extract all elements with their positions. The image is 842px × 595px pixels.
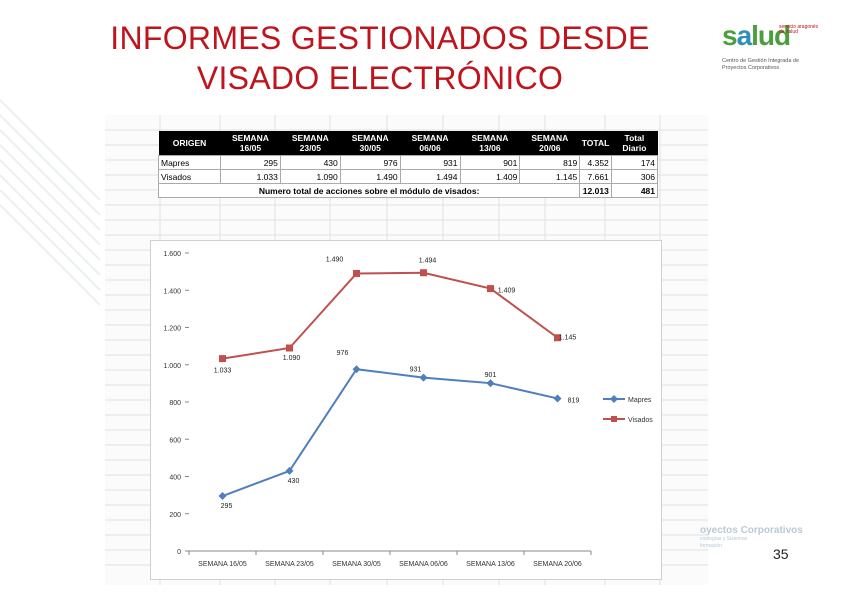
- line-chart: 0 200 400 600 800 1.000 1.200 1.400 1.600 SEMANA …: [163, 251, 653, 568]
- table-cell: 4.352: [579, 155, 612, 170]
- table-cell: 1.145: [519, 169, 581, 184]
- y-tick-label: 1.400: [163, 288, 181, 295]
- data-point-visados: [353, 269, 360, 277]
- data-point-visados: [420, 269, 427, 277]
- series-line-visados: [222, 271, 559, 360]
- col-header-week-4: SEMANA 06/06: [400, 131, 460, 156]
- table-cell: 1.090: [279, 169, 341, 184]
- salud-logo: salud servicio aragonés de salud Centro …: [722, 20, 818, 82]
- slide-title: INFORMES GESTIONADOS DESDE VISADO ELECTR…: [60, 18, 700, 98]
- data-point-visados: [286, 344, 293, 352]
- row-label: Visados: [158, 169, 221, 184]
- total-daily: 481: [610, 183, 659, 198]
- col-header-week-3: SEMANA 30/05: [340, 131, 401, 156]
- data-label-mapres: 430: [288, 478, 300, 485]
- table-cell: 819: [519, 155, 581, 170]
- slide-title-line1: INFORMES GESTIONADOS DESDE: [110, 20, 650, 56]
- summary-table: ORIGEN SEMANA 16/05 SEMANA 23/05 SEMANA …: [157, 131, 659, 198]
- y-tick-label: 400: [169, 475, 181, 482]
- data-point-mapres: [352, 365, 361, 374]
- data-point-mapres: [486, 379, 495, 388]
- table-cell: 901: [459, 155, 521, 170]
- x-tick-label: SEMANA 13/06: [466, 561, 515, 568]
- total-label: Numero total de acciones sobre el módulo…: [157, 183, 581, 198]
- col-header-origen: ORIGEN: [158, 131, 221, 156]
- col-header-week-2: SEMANA 23/05: [280, 131, 341, 156]
- data-point-visados: [219, 355, 226, 363]
- table-cell: 1.409: [459, 169, 521, 184]
- footer-logo-title: oyectos Corporativos: [700, 525, 803, 536]
- data-point-mapres: [553, 394, 562, 403]
- proyectos-corporativos-logo: oyectos Corporativos cnologías y Sistema…: [700, 525, 820, 570]
- data-point-mapres: [218, 492, 227, 501]
- data-label-visados: 1.145: [559, 335, 577, 342]
- data-point-visados: [487, 285, 494, 293]
- y-tick-label: 1.000: [163, 363, 181, 370]
- table-cell: 174: [610, 155, 659, 170]
- y-tick-label: 1.200: [163, 326, 181, 333]
- col-header-week-5: SEMANA 13/06: [460, 131, 520, 156]
- data-label-mapres: 976: [337, 350, 349, 357]
- slide-title-line2: VISADO ELECTRÓNICO: [196, 60, 564, 96]
- col-header-week-6: SEMANA 20/06: [519, 131, 580, 156]
- legend-label-mapres: Mapres: [628, 397, 652, 404]
- footer-logo-sub2: formación: [700, 543, 722, 549]
- row-label: Mapres: [158, 155, 221, 170]
- total-value: 12.013: [579, 183, 612, 198]
- data-label-visados: 1.409: [498, 288, 516, 295]
- salud-logo-tagline: servicio aragonés de salud: [779, 24, 819, 35]
- legend-label-visados: Visados: [628, 417, 653, 424]
- data-label-visados: 1.490: [326, 256, 344, 263]
- table-cell: 1.033: [220, 169, 281, 184]
- data-label-visados: 1.033: [214, 368, 232, 375]
- table-cell: 295: [220, 155, 281, 170]
- y-tick-label: 800: [169, 400, 181, 407]
- data-label-visados: 1.090: [283, 355, 301, 362]
- table-total-row: Numero total de acciones sobre el módulo…: [157, 183, 659, 198]
- x-tick-label: SEMANA 06/06: [399, 561, 448, 568]
- decorative-diagonal-lines: [0, 99, 101, 306]
- page-number: 35: [773, 546, 789, 562]
- legend-marker-visados: [611, 416, 617, 422]
- table-row: Visados 1.033 1.090 1.490 1.494 1.409 1.…: [158, 169, 659, 184]
- table-cell: 306: [610, 169, 659, 184]
- data-point-visados: [554, 334, 561, 342]
- data-label-mapres: 901: [485, 372, 497, 379]
- footer-logo-sub1: cnologías y Sistemas: [700, 536, 748, 542]
- series-line-mapres: [222, 368, 558, 497]
- col-header-week-1: SEMANA 16/05: [220, 131, 281, 156]
- x-tick-label: SEMANA 16/05: [198, 561, 247, 568]
- col-header-total: TOTAL: [579, 131, 612, 156]
- data-label-mapres: 295: [221, 503, 233, 510]
- table-row: Mapres 295 430 976 931 901 819 4.352 174: [158, 155, 659, 170]
- salud-logo-word: salud: [722, 20, 791, 51]
- data-label-visados: 1.494: [419, 258, 437, 265]
- data-point-mapres: [285, 466, 294, 475]
- y-tick-label: 600: [169, 437, 181, 444]
- data-point-mapres: [419, 373, 428, 382]
- line-chart-container: 0 200 400 600 800 1.000 1.200 1.400 1.600 SEMANA …: [150, 240, 662, 580]
- salud-logo-subtitle: Centro de Gestión Integrada de Proyectos…: [722, 58, 800, 71]
- table-cell: 1.494: [399, 169, 461, 184]
- data-label-mapres: 819: [568, 397, 580, 404]
- table-cell: 430: [279, 155, 341, 170]
- col-header-total-diario: Total Diario: [611, 131, 658, 156]
- legend-marker-mapres: [610, 395, 618, 403]
- table-cell: 1.490: [339, 169, 401, 184]
- y-tick-label: 200: [169, 512, 181, 519]
- x-tick-label: SEMANA 23/05: [265, 561, 314, 568]
- table-cell: 931: [399, 155, 461, 170]
- table-cell: 976: [339, 155, 401, 170]
- table-cell: 7.661: [579, 169, 612, 184]
- y-tick-label: 0: [177, 549, 181, 556]
- x-tick-label: SEMANA 20/06: [533, 561, 582, 568]
- x-tick-label: SEMANA 30/05: [332, 561, 381, 568]
- y-tick-label: 1.600: [163, 251, 181, 258]
- data-label-mapres: 931: [410, 367, 422, 374]
- table-header-row: ORIGEN SEMANA 16/05 SEMANA 23/05 SEMANA …: [158, 131, 658, 156]
